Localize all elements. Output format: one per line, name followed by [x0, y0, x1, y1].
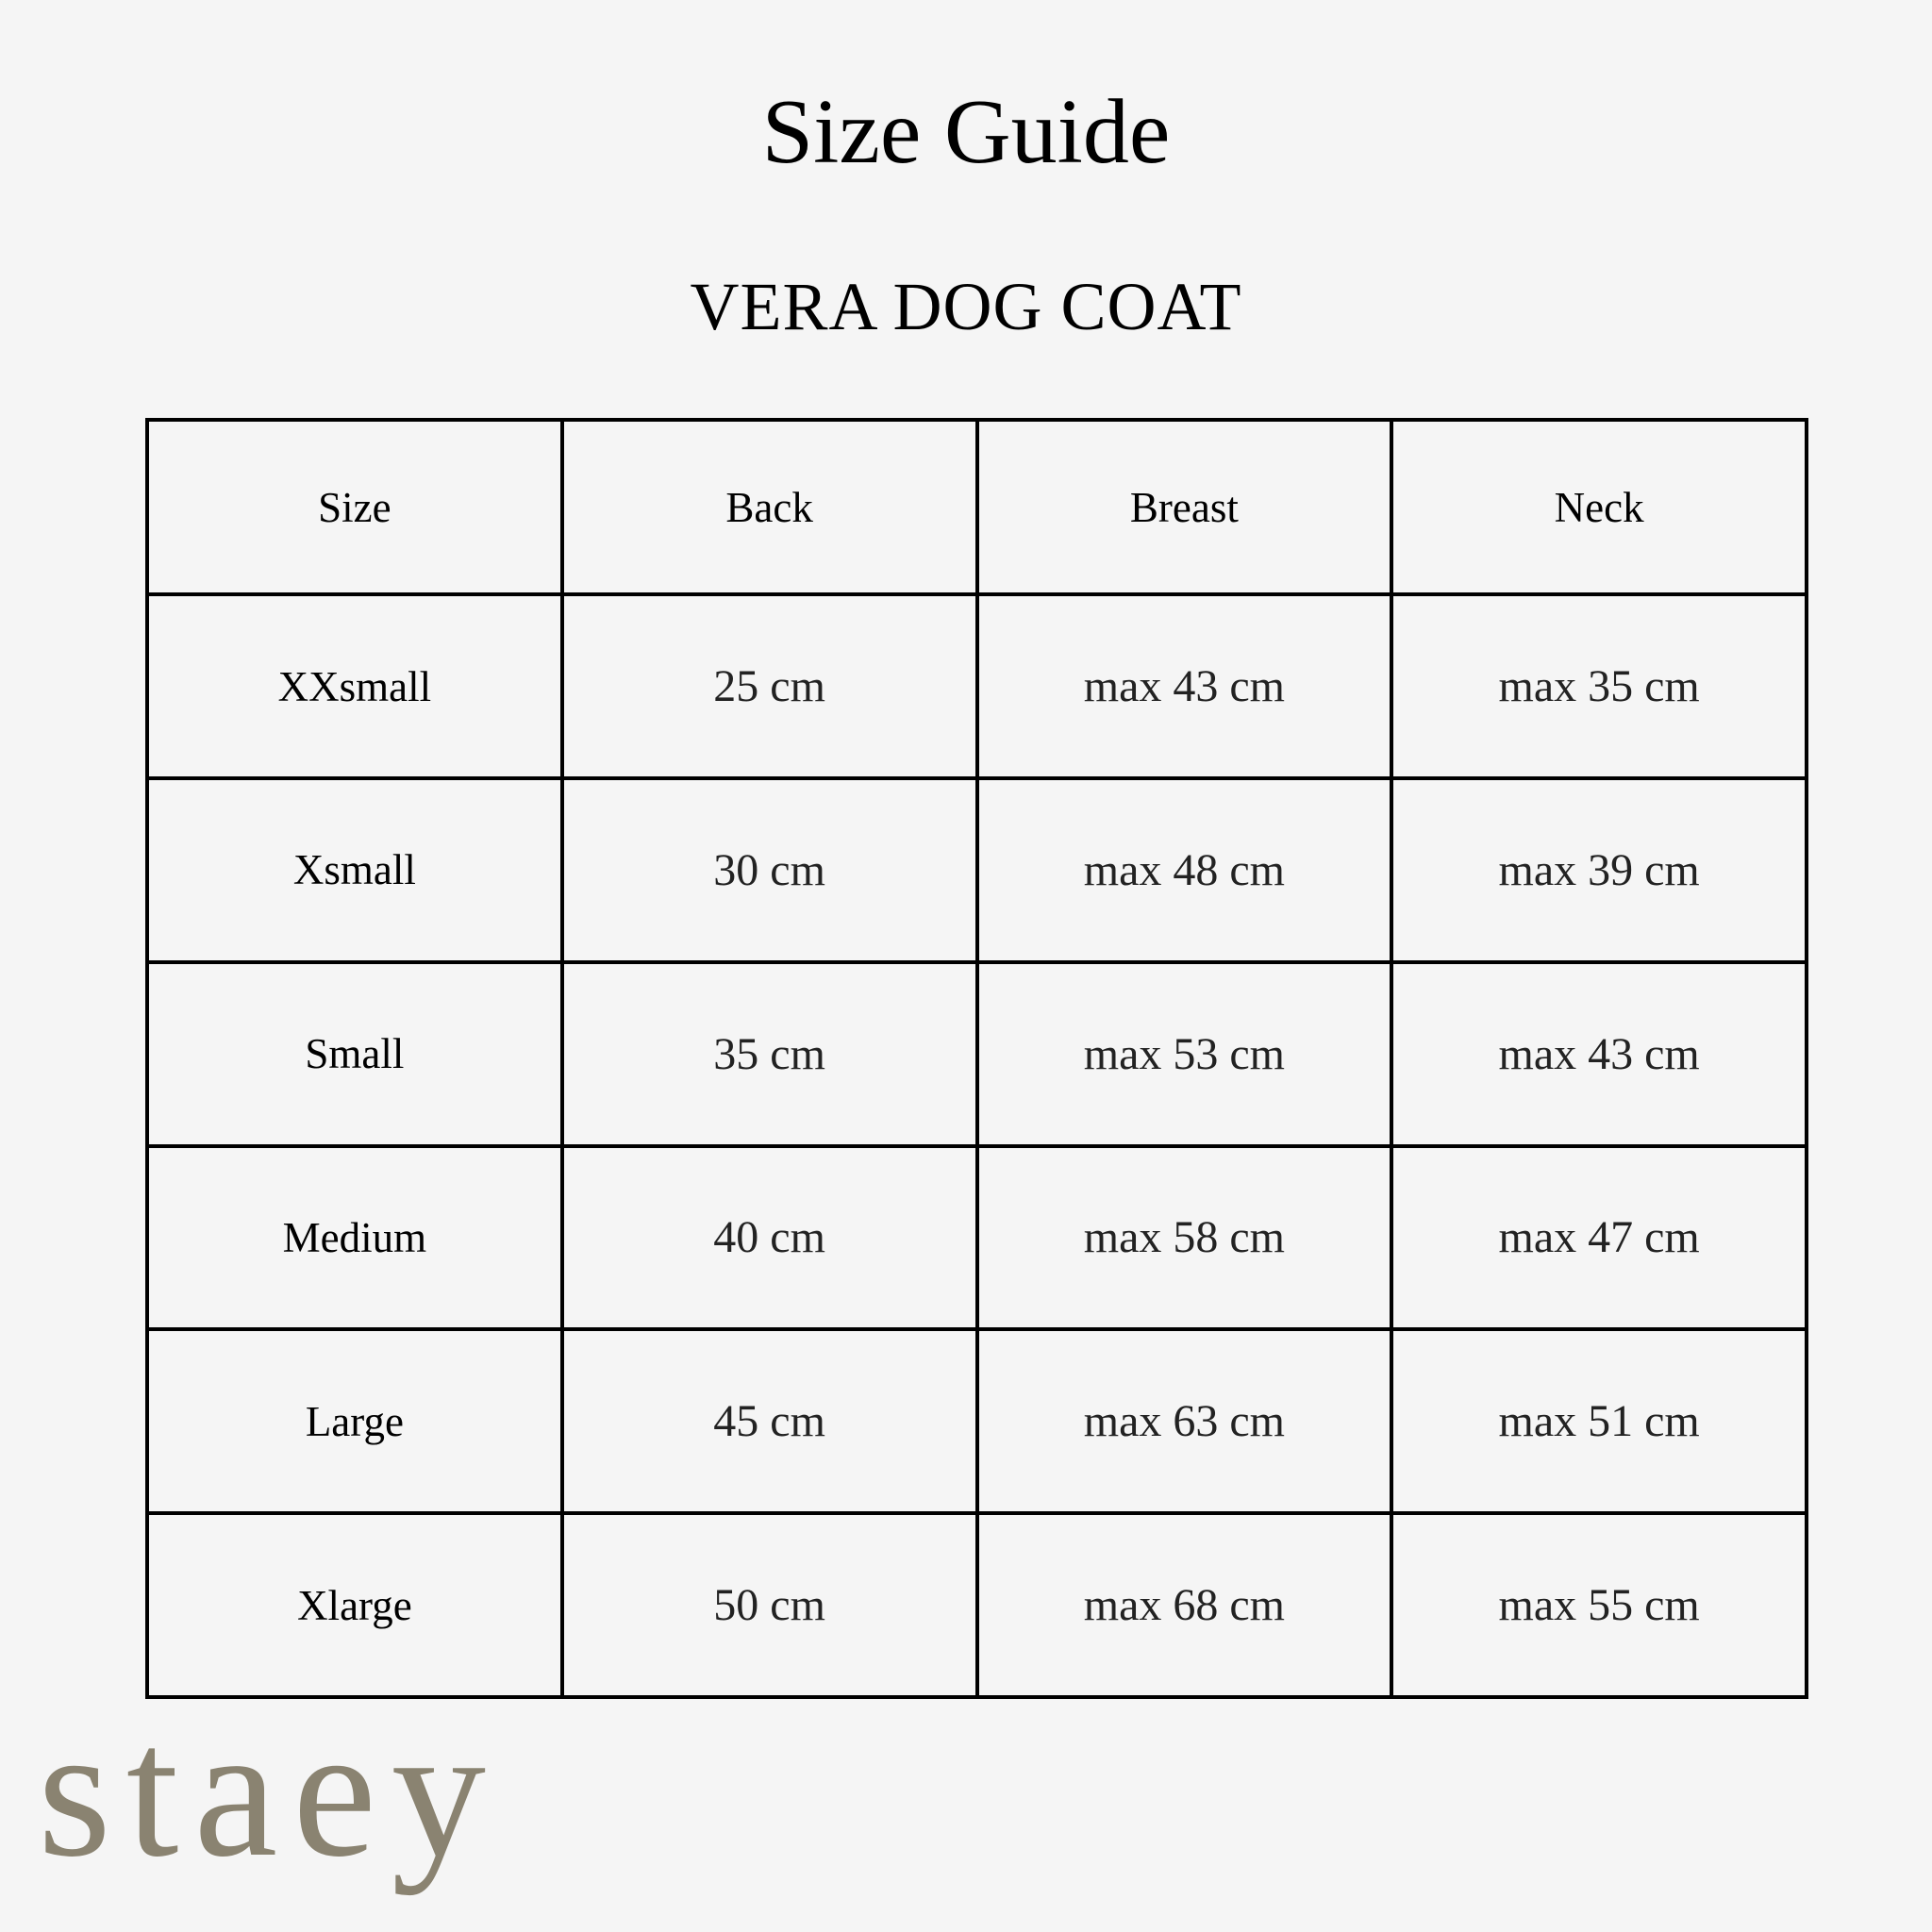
table-row: Xlarge 50 cm max 68 cm max 55 cm [145, 1511, 1808, 1699]
header-back: Back [559, 417, 979, 597]
cell-breast: max 63 cm [974, 1327, 1394, 1516]
cell-neck: max 39 cm [1390, 776, 1808, 964]
header-neck: Neck [1390, 417, 1808, 597]
table-row: Small 35 cm max 53 cm max 43 cm [145, 959, 1808, 1148]
table-row: Medium 40 cm max 58 cm max 47 cm [145, 1143, 1808, 1332]
table-row: XXsmall 25 cm max 43 cm max 35 cm [145, 592, 1808, 780]
cell-back: 25 cm [559, 592, 979, 780]
header-size: Size [145, 417, 564, 597]
table-row: Large 45 cm max 63 cm max 51 cm [145, 1327, 1808, 1516]
product-name: VERA DOG COAT [690, 269, 1242, 344]
cell-breast: max 58 cm [974, 1143, 1394, 1332]
cell-neck: max 47 cm [1390, 1143, 1808, 1332]
cell-neck: max 35 cm [1390, 592, 1808, 780]
table-row: Xsmall 30 cm max 48 cm max 39 cm [145, 776, 1808, 964]
brand-logo: staey [38, 1688, 501, 1896]
cell-size: Xsmall [145, 776, 564, 964]
page-title: Size Guide [761, 81, 1171, 183]
size-table: Size Back Breast Neck XXsmall 25 cm max 43… [145, 417, 1808, 1699]
cell-size: XXsmall [145, 592, 564, 780]
cell-back: 45 cm [559, 1327, 979, 1516]
cell-size: Small [145, 959, 564, 1148]
cell-back: 30 cm [559, 776, 979, 964]
cell-size: Xlarge [145, 1511, 564, 1699]
cell-breast: max 48 cm [974, 776, 1394, 964]
cell-back: 35 cm [559, 959, 979, 1148]
cell-breast: max 43 cm [974, 592, 1394, 780]
header-breast: Breast [974, 417, 1394, 597]
cell-breast: max 53 cm [974, 959, 1394, 1148]
cell-neck: max 43 cm [1390, 959, 1808, 1148]
cell-size: Large [145, 1327, 564, 1516]
cell-breast: max 68 cm [974, 1511, 1394, 1699]
cell-neck: max 55 cm [1390, 1511, 1808, 1699]
cell-back: 50 cm [559, 1511, 979, 1699]
cell-neck: max 51 cm [1390, 1327, 1808, 1516]
cell-back: 40 cm [559, 1143, 979, 1332]
table-header-row: Size Back Breast Neck [145, 417, 1808, 597]
cell-size: Medium [145, 1143, 564, 1332]
